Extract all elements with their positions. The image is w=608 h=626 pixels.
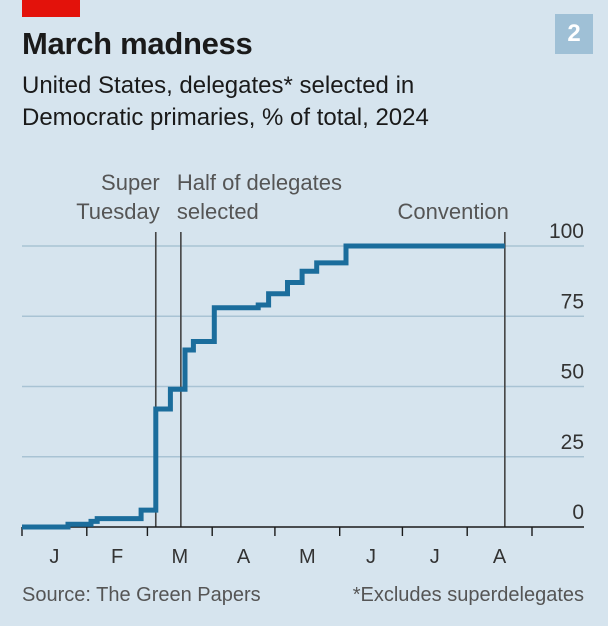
x-tick-label: A [237, 546, 251, 568]
y-tick-label: 0 [572, 501, 584, 524]
reference-lines [154, 232, 506, 527]
x-tick-label: M [299, 546, 316, 568]
y-tick-label: 50 [561, 361, 584, 384]
y-tick-label: 25 [561, 431, 584, 454]
annotation-text: selected [177, 199, 259, 224]
series [22, 243, 505, 530]
annotation-text: Half of delegates [177, 170, 342, 195]
x-tick-label: J [366, 546, 376, 568]
y-axis-labels: 0 25 50 75 100 [549, 220, 584, 524]
y-tick-label: 75 [561, 290, 584, 313]
x-tick-label: A [493, 546, 507, 568]
x-tick-label: J [430, 546, 440, 568]
source-note: Source: The Green Papers [22, 584, 261, 606]
annotations: Super Tuesday Half of delegates selected Con… [76, 170, 509, 224]
chart-number-badge: 2 [555, 14, 593, 54]
annotation-text: Convention [398, 199, 509, 224]
series-line [22, 243, 505, 530]
y-tick-label: 100 [549, 220, 584, 243]
gridlines [22, 245, 584, 458]
x-tick-label: M [171, 546, 188, 568]
annotation-text: Tuesday [76, 199, 160, 224]
footnote: *Excludes superdelegates [352, 584, 584, 606]
x-tick-label: J [49, 546, 59, 568]
chart-title: March madness [22, 26, 253, 61]
annotation-text: Super [101, 170, 160, 195]
x-tick-label: F [111, 546, 123, 568]
chart-subtitle: United States, delegates* selected in De… [22, 72, 429, 131]
brand-tag [22, 0, 80, 17]
